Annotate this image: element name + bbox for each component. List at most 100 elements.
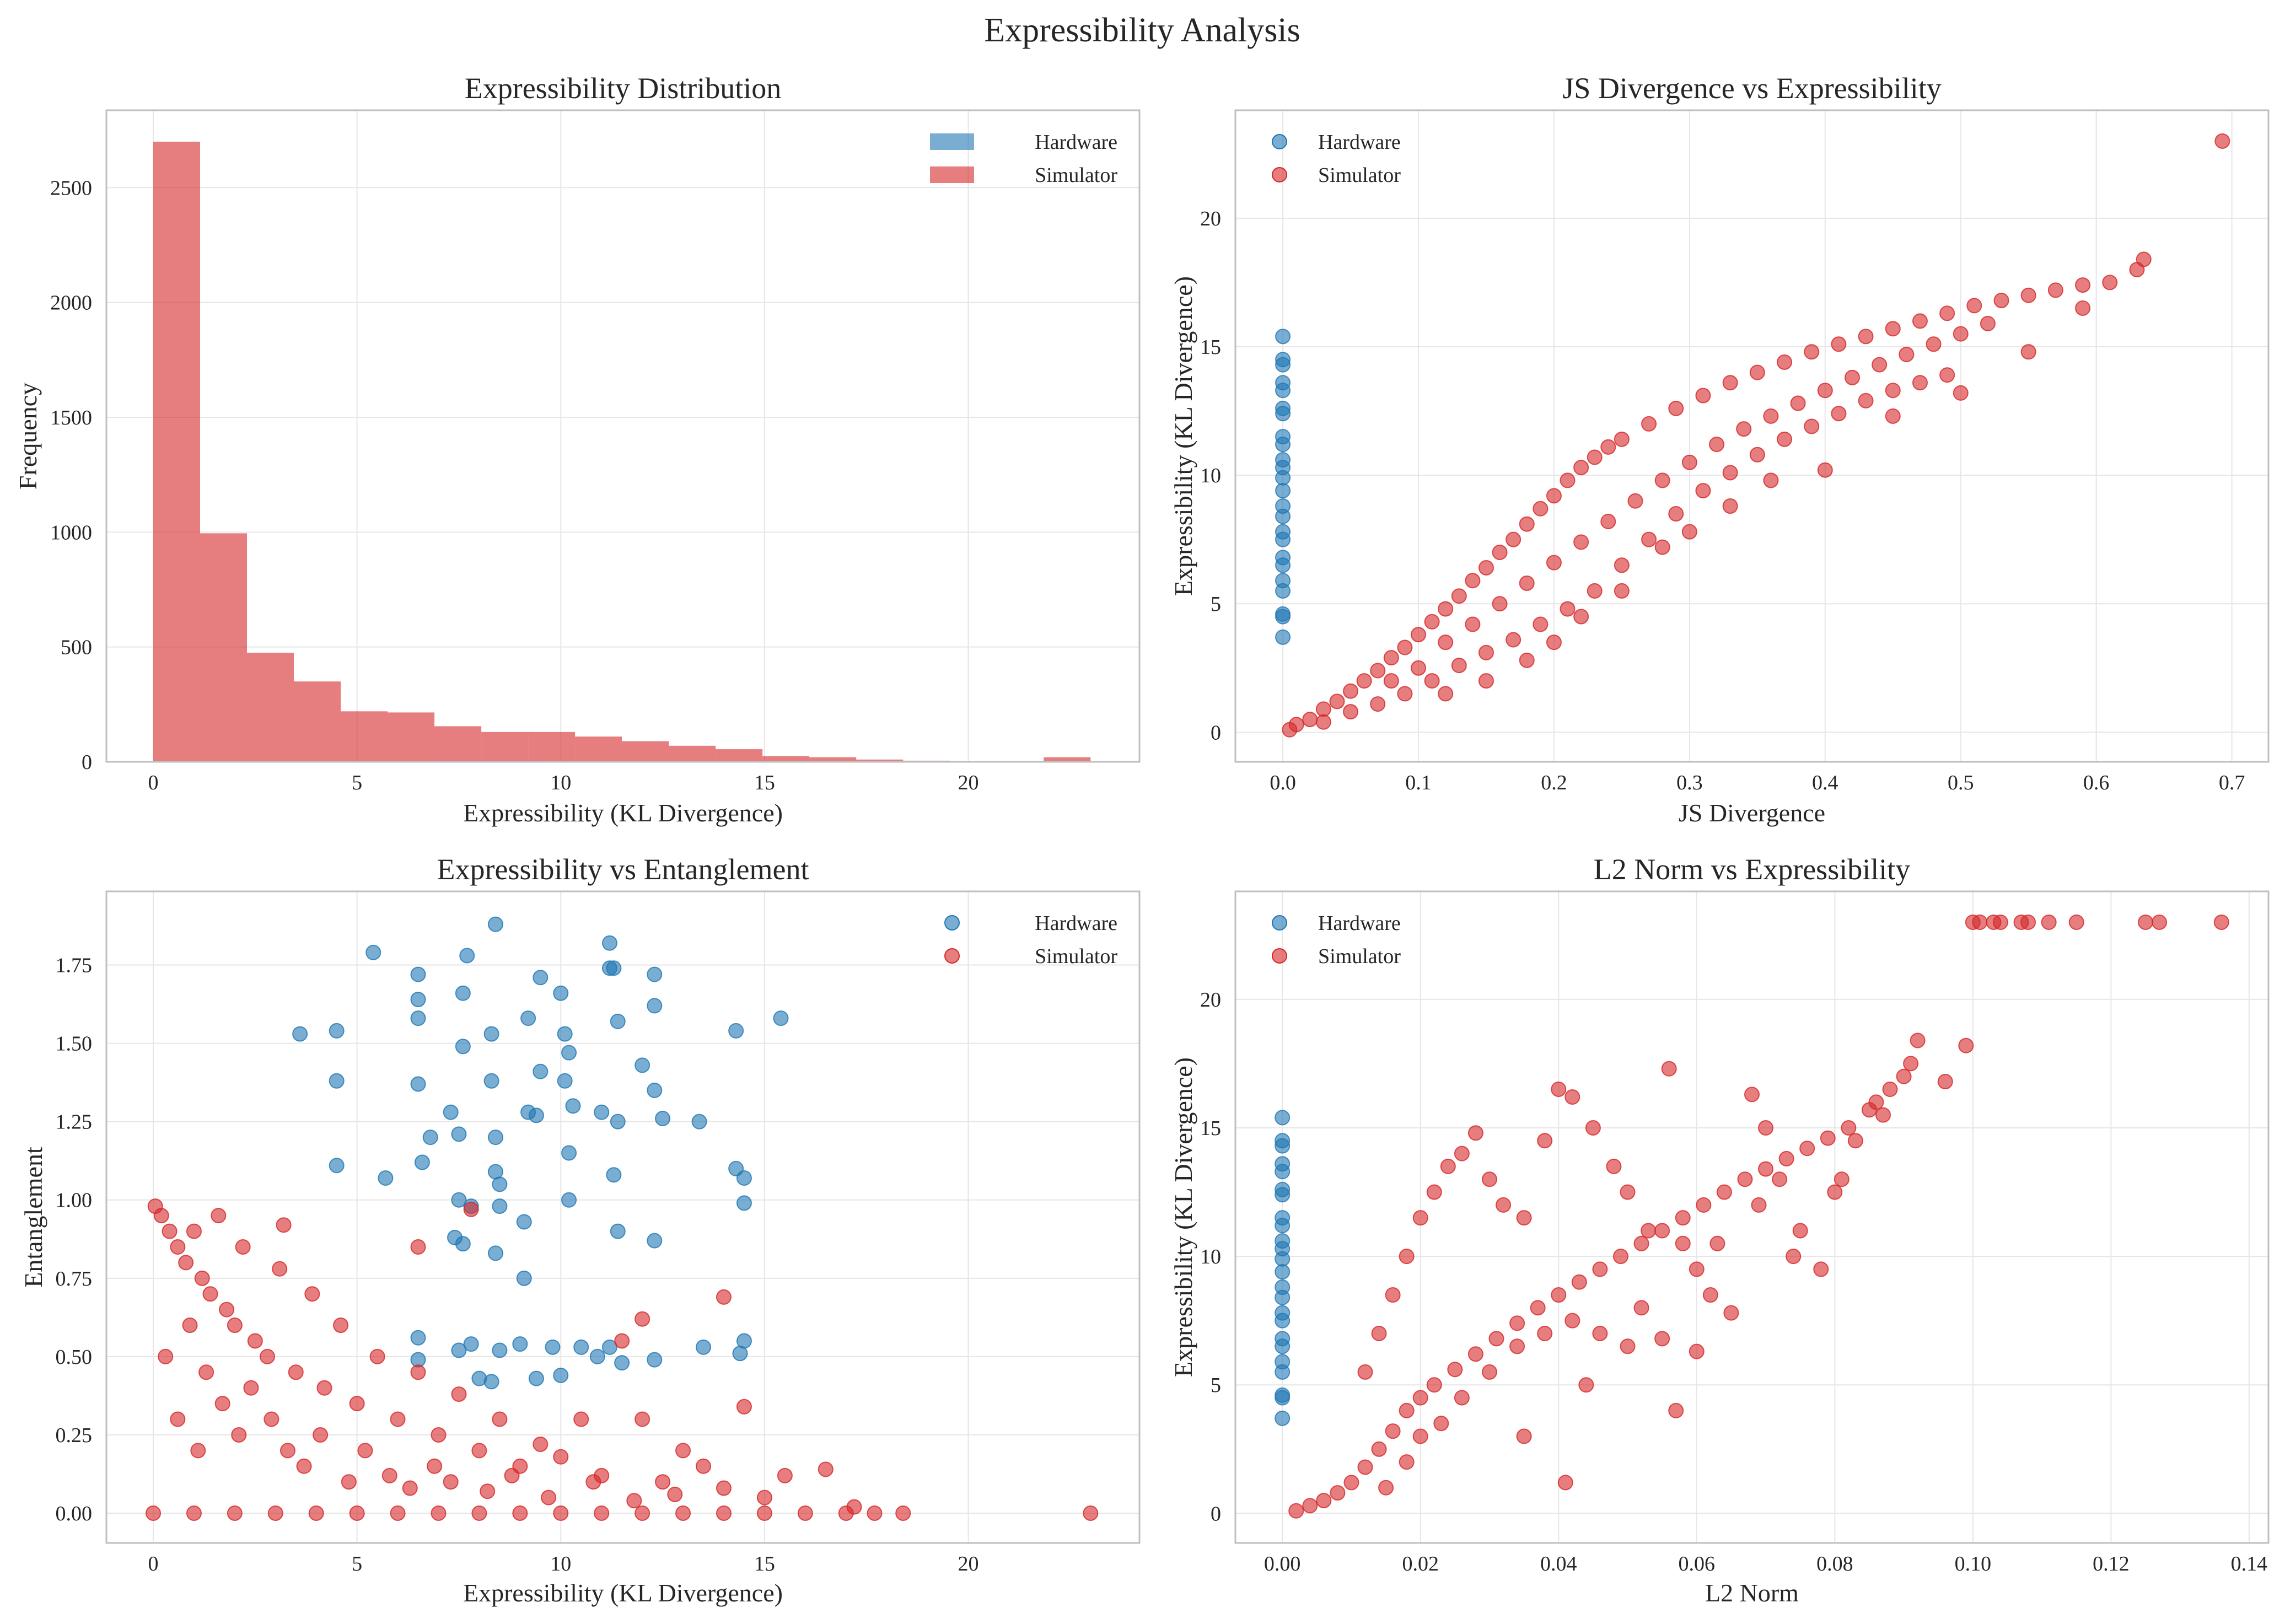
l2-point-simulator: [1868, 1094, 1884, 1110]
js-point-simulator: [1953, 385, 1969, 401]
ent-point-simulator: [756, 1505, 772, 1521]
l2-point-simulator: [1723, 1305, 1739, 1321]
ent-point-simulator: [696, 1458, 712, 1474]
l2-point-simulator: [1758, 1161, 1774, 1177]
hist-bar-simulator: [669, 745, 716, 762]
l2-point-simulator: [1399, 1402, 1415, 1418]
hist-y-tick-label: 1500: [50, 406, 92, 429]
ent-point-hardware: [455, 985, 471, 1001]
js-point-simulator: [1804, 344, 1820, 360]
ent-point-hardware: [553, 985, 569, 1001]
ent-point-simulator: [716, 1505, 732, 1521]
js-point-simulator: [1478, 644, 1494, 660]
l2-point-simulator: [1509, 1315, 1525, 1331]
l2-point-simulator: [1454, 1146, 1470, 1161]
ent-point-simulator: [381, 1467, 397, 1483]
ent-y-tick-label: 1.00: [56, 1189, 93, 1212]
l2-point-simulator: [1557, 1475, 1573, 1491]
l2-point-simulator: [1288, 1503, 1304, 1519]
l2-point-simulator: [1426, 1377, 1442, 1393]
l2-x-tick-label: 0.08: [1816, 1552, 1853, 1575]
hist-bar-simulator: [762, 756, 810, 762]
ent-point-simulator: [838, 1505, 854, 1521]
js-point-simulator: [1899, 346, 1915, 362]
ent-point-hardware: [483, 1026, 499, 1042]
ent-y-tick-label: 0.75: [56, 1267, 93, 1290]
js-point-simulator: [1451, 658, 1467, 674]
hist-bar-simulator: [622, 741, 669, 762]
ent-point-hardware: [647, 998, 663, 1014]
l2-point-simulator: [1537, 1325, 1553, 1341]
ent-point-simulator: [243, 1380, 259, 1396]
js-point-simulator: [1478, 673, 1494, 689]
ent-point-hardware: [365, 944, 381, 960]
l2-point-simulator: [1827, 1184, 1843, 1200]
ent-point-simulator: [777, 1467, 793, 1483]
js-point-simulator: [1695, 483, 1711, 499]
ent-point-simulator: [313, 1427, 329, 1443]
ent-point-hardware: [451, 1192, 467, 1208]
entanglement-frame: [105, 890, 1141, 1544]
js-point-simulator: [1424, 614, 1440, 630]
ent-point-hardware: [410, 966, 426, 982]
entanglement-legend: Hardware Simulator: [944, 912, 1117, 968]
js-point-simulator: [1424, 673, 1440, 689]
ent-point-simulator: [267, 1505, 283, 1521]
js-point-simulator: [1356, 673, 1372, 689]
js-point-simulator: [1546, 488, 1562, 504]
js-point-simulator: [1533, 501, 1549, 517]
js-divergence-x-axis-label: JS Divergence: [1679, 799, 1825, 827]
ent-point-hardware: [773, 1010, 789, 1026]
js-x-tick-label: 0.3: [1676, 771, 1703, 794]
l2-point-simulator: [1799, 1141, 1815, 1157]
ent-point-simulator: [214, 1396, 230, 1412]
ent-point-hardware: [410, 1330, 426, 1346]
l2-point-simulator: [1958, 1037, 1974, 1053]
l2-point-simulator: [1371, 1325, 1387, 1341]
js-divergence-frame: [1234, 109, 2270, 763]
l2-norm-panel: 0.00 0.02 0.04 0.06 0.08 0.10 0.12 0.14 0 5 10 15 20…: [1169, 853, 2270, 1607]
l2-point-simulator: [1813, 1261, 1829, 1277]
js-point-simulator: [1885, 383, 1901, 399]
ent-point-hardware: [329, 1073, 345, 1089]
js-point-simulator: [1438, 686, 1454, 702]
entanglement-x-axis-label: Expressibility (KL Divergence): [463, 1579, 783, 1607]
ent-point-hardware: [736, 1195, 752, 1211]
js-point-simulator: [1465, 616, 1481, 632]
ent-legend-label-simulator: Simulator: [1035, 945, 1117, 968]
l2-legend-marker-simulator: [1272, 948, 1287, 964]
hist-x-tick-label: 5: [352, 771, 362, 794]
js-point-simulator: [1777, 354, 1793, 370]
js-x-tick-label: 0.5: [1948, 771, 1974, 794]
l2-point-simulator: [1467, 1125, 1483, 1141]
l2-point-simulator: [1937, 1074, 1953, 1090]
entanglement-plot-area: [106, 891, 1139, 1543]
l2-point-simulator: [1882, 1082, 1898, 1098]
entanglement-title: Expressibility vs Entanglement: [437, 853, 809, 886]
ent-point-simulator: [202, 1286, 218, 1302]
ent-point-simulator: [614, 1333, 630, 1349]
js-point-simulator: [1749, 447, 1765, 463]
l2-point-hardware: [1275, 1264, 1291, 1280]
ent-point-simulator: [492, 1411, 508, 1427]
l2-point-hardware: [1275, 1218, 1291, 1234]
ent-point-hardware: [455, 1039, 471, 1055]
ent-point-hardware: [606, 960, 622, 976]
ent-point-hardware: [557, 1073, 573, 1089]
js-x-tick-label: 0.4: [1812, 771, 1838, 794]
js-point-simulator: [1383, 673, 1399, 689]
js-point-simulator: [1763, 408, 1779, 424]
ent-point-simulator: [186, 1223, 202, 1239]
l2-point-simulator: [1433, 1416, 1449, 1432]
hist-x-tick-label: 10: [550, 771, 571, 794]
js-point-simulator: [2075, 277, 2091, 293]
js-point-hardware: [1275, 406, 1291, 422]
l2-point-simulator: [2138, 914, 2154, 930]
ent-point-simulator: [451, 1386, 467, 1402]
ent-point-simulator: [471, 1443, 487, 1459]
ent-point-simulator: [797, 1505, 813, 1521]
ent-point-simulator: [410, 1239, 426, 1255]
ent-point-hardware: [647, 966, 663, 982]
ent-x-tick-label: 20: [958, 1552, 979, 1575]
ent-point-simulator: [626, 1493, 642, 1509]
